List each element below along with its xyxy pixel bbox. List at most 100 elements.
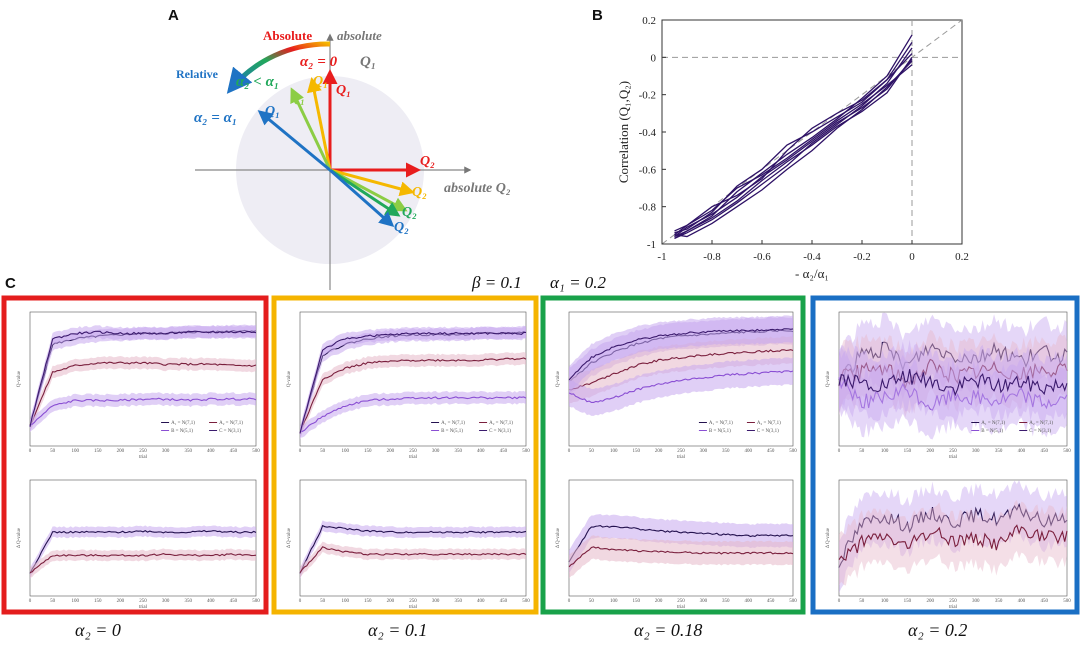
trial-tick-label: 350	[995, 449, 1003, 454]
series-error-band	[839, 312, 1067, 411]
trial-tick-label: 300	[162, 599, 170, 604]
x-tick-label: -1	[657, 251, 666, 263]
x-tick-label: -0.6	[753, 251, 771, 263]
value-axis-label: Q-value	[826, 370, 831, 387]
trial-tick-label: 100	[71, 599, 79, 604]
legend-label: A₂ = N(7,1)	[1029, 421, 1053, 426]
trial-tick-label: 150	[94, 599, 102, 604]
trial-tick-label: 50	[320, 599, 326, 604]
trial-tick-label: 0	[299, 599, 302, 604]
absolute-gray-label: absolute	[337, 28, 382, 43]
q1-vector-blue	[257, 110, 331, 172]
trial-tick-label: 50	[589, 599, 595, 604]
correlation-series-line	[674, 47, 913, 239]
alpha1-param: α₁ = 0.2	[550, 273, 607, 292]
legend-label: C = N(3,1)	[757, 429, 779, 434]
delta-q-axes	[29, 479, 257, 597]
trial-tick-label: 350	[454, 449, 462, 454]
trial-tick-label: 400	[1018, 599, 1026, 604]
trial-tick-label: 350	[184, 599, 192, 604]
legend-label: A₁ = N(7,1)	[171, 421, 195, 426]
series-mean-line	[299, 546, 527, 573]
legend-label: C = N(3,1)	[219, 429, 241, 434]
value-axis-label: Q-value	[287, 370, 292, 387]
condition-label-2: α₂ = 0.1	[368, 620, 427, 640]
x-tick-label: -0.2	[853, 251, 870, 263]
absolute-q2-label: absolute Q₂	[444, 181, 511, 196]
trial-tick-label: 500	[1063, 599, 1071, 604]
trial-tick-label: 500	[522, 449, 530, 454]
trial-tick-label: 500	[522, 599, 530, 604]
trial-tick-label: 350	[722, 449, 730, 454]
panel-b-letter: B	[592, 7, 603, 24]
series-mean-line	[29, 397, 257, 426]
series-error-band	[30, 325, 256, 433]
condition-label-3: α₂ = 0.18	[634, 620, 702, 640]
trial-tick-label: 450	[767, 599, 775, 604]
trial-tick-label: 100	[881, 599, 889, 604]
q2-vector-green	[329, 168, 401, 217]
correlation-series-line	[674, 64, 913, 232]
series-mean-line	[29, 330, 257, 428]
q-value-axes	[29, 311, 257, 447]
trial-tick-label: 50	[859, 599, 865, 604]
y-tick-label: 0	[651, 52, 657, 64]
legend-label: A₁ = N(7,1)	[709, 421, 733, 426]
series-error-band	[30, 525, 256, 579]
x-tick-label: 0	[909, 251, 915, 263]
trial-tick-label: 50	[320, 449, 326, 454]
trial-tick-label: 0	[299, 449, 302, 454]
trial-tick-label: 0	[838, 449, 841, 454]
trial-tick-label: 0	[29, 449, 32, 454]
absolute-to-relative-arc	[226, 41, 331, 94]
series-error-band	[569, 315, 793, 394]
legend-label: B = N(5,1)	[441, 429, 463, 434]
trial-tick-label: 50	[50, 599, 56, 604]
series-error-band	[569, 357, 793, 416]
q1-gray-label: Q₁	[360, 54, 376, 70]
series-mean-line	[568, 524, 794, 563]
series-mean-line	[568, 349, 794, 391]
trial-tick-label: 300	[972, 449, 980, 454]
value-axis-label: Δ Q-value	[826, 527, 831, 548]
legend-label: C = N(3,1)	[1029, 429, 1051, 434]
series-mean-line	[838, 524, 1068, 561]
delta-q-axes	[838, 479, 1068, 597]
trial-tick-label: 100	[610, 599, 618, 604]
trial-tick-label: 100	[341, 599, 349, 604]
series-error-band	[839, 347, 1067, 440]
trial-axis-label: trial	[677, 605, 686, 610]
trial-tick-label: 250	[409, 599, 417, 604]
trial-tick-label: 150	[904, 449, 912, 454]
trial-tick-label: 250	[409, 449, 417, 454]
q1-orange-label: Q₁	[313, 74, 328, 89]
trial-tick-label: 150	[364, 449, 372, 454]
value-axis-label: Δ Q-value	[17, 527, 22, 548]
series-mean-line	[568, 328, 794, 381]
trial-tick-label: 250	[139, 449, 147, 454]
alpha2-zero-label: α₂ = 0	[300, 54, 338, 70]
legend-label: A₁ = N(7,1)	[441, 421, 465, 426]
trial-tick-label: 250	[949, 599, 957, 604]
trial-tick-label: 450	[1040, 449, 1048, 454]
trial-tick-label: 450	[500, 449, 508, 454]
trial-tick-label: 200	[926, 599, 934, 604]
series-error-band	[30, 392, 256, 432]
value-axis-label: Q-value	[556, 370, 561, 387]
simulation-panels: 0 50 100 150 200 250 300 350 400 450 500trialQ-val…	[1, 295, 1080, 615]
condition-label-1: α₂ = 0	[75, 620, 121, 640]
series-error-band	[569, 535, 793, 579]
trial-tick-label: 450	[500, 599, 508, 604]
trial-tick-label: 150	[94, 449, 102, 454]
trial-tick-label: 500	[789, 449, 797, 454]
series-error-band	[300, 351, 526, 440]
x-tick-label: 0.2	[955, 251, 969, 263]
panel-b: B -1 -0.8 -0.6 -0.4 -0.2 0 0.2 0.2 0 -0.2 -0.4 -0.6…	[592, 7, 969, 281]
condition-frame	[271, 295, 539, 615]
correlation-series-line	[674, 42, 913, 236]
y-tick-label: -0.6	[639, 164, 657, 176]
trial-axis-label: trial	[139, 455, 148, 460]
y-tick-label: 0.2	[642, 15, 656, 27]
trial-tick-label: 250	[677, 599, 685, 604]
